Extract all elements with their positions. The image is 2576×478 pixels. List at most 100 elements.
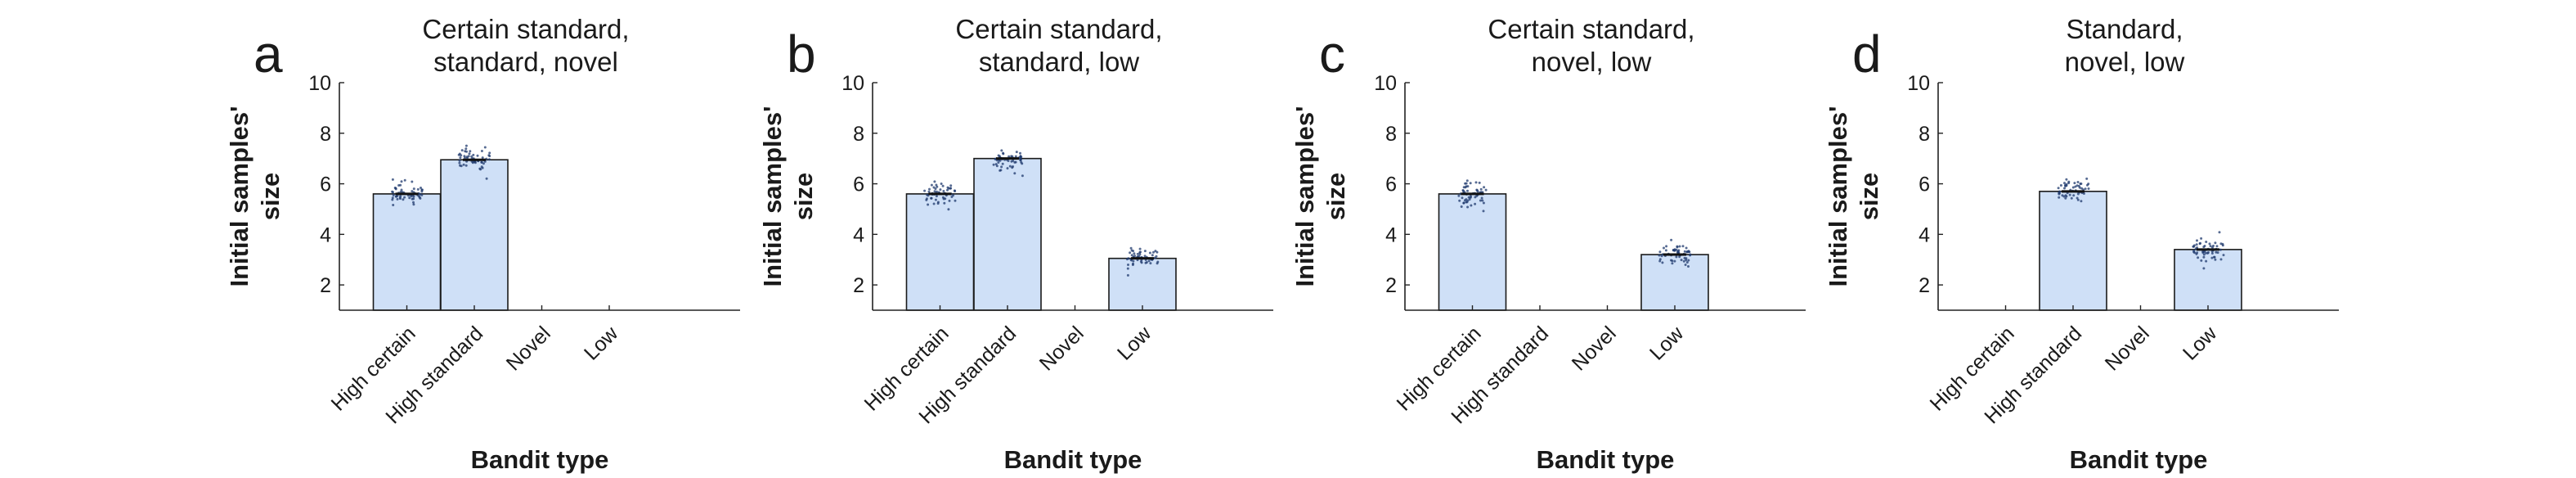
sample-point — [2068, 193, 2071, 196]
sample-point — [1687, 259, 1690, 262]
y-tick-label: 4 — [320, 223, 331, 246]
sample-point — [935, 195, 938, 198]
sample-point — [1143, 250, 1147, 253]
sample-point — [1671, 259, 1674, 263]
sample-point — [473, 161, 477, 165]
sample-point — [2061, 194, 2064, 197]
sample-point — [400, 188, 403, 192]
sample-point — [926, 193, 929, 196]
sample-point — [994, 163, 998, 166]
sample-point — [2202, 267, 2206, 270]
sample-point — [1483, 186, 1486, 189]
sample-point — [400, 180, 403, 183]
sample-point — [402, 198, 405, 201]
chart-title-line: novel, low — [2065, 47, 2185, 77]
sample-point — [946, 186, 949, 189]
chart-title-line: standard, low — [979, 47, 1139, 77]
sample-point — [1676, 246, 1679, 249]
sample-point — [472, 153, 475, 156]
sample-point — [2200, 259, 2203, 262]
sample-point — [2200, 237, 2203, 240]
sample-point — [411, 180, 414, 183]
sample-point — [2209, 245, 2212, 248]
sample-point — [2063, 182, 2066, 185]
sample-point — [1014, 155, 1017, 158]
bar-low — [2174, 249, 2242, 311]
sample-points — [2192, 231, 2225, 270]
sample-point — [2215, 245, 2219, 248]
sample-point — [944, 197, 947, 201]
sample-point — [1683, 250, 1686, 253]
sample-point — [954, 199, 957, 202]
sample-point — [412, 203, 415, 206]
sample-point — [408, 196, 411, 200]
sample-point — [2080, 200, 2083, 203]
sample-point — [464, 147, 468, 151]
sample-point — [403, 178, 406, 182]
sample-point — [1011, 155, 1014, 158]
y-tick-label: 6 — [1919, 174, 1930, 196]
bar-high-certain — [1438, 193, 1507, 311]
sample-point — [392, 194, 395, 196]
bar-high-standard — [440, 159, 509, 311]
chart-title-line: Certain standard, — [1488, 14, 1694, 44]
sample-point — [934, 187, 937, 191]
sample-point — [2070, 196, 2073, 200]
sample-point — [2195, 252, 2198, 255]
sample-point — [941, 196, 945, 199]
y-tick-label: 8 — [1919, 123, 1930, 146]
sample-point — [1145, 261, 1148, 264]
sample-point — [2214, 241, 2217, 245]
sample-point — [2221, 244, 2224, 247]
y-axis-label-line: size — [1322, 173, 1350, 221]
sample-point — [419, 196, 422, 200]
sample-point — [934, 198, 937, 201]
sample-point — [2192, 245, 2196, 248]
sample-point — [2215, 250, 2218, 254]
sample-point — [2058, 192, 2061, 195]
sample-point — [2214, 258, 2217, 261]
sample-point — [2219, 258, 2223, 261]
bar-low — [1640, 254, 1709, 311]
sample-point — [930, 196, 933, 200]
sample-point — [485, 177, 488, 180]
sample-point — [1130, 254, 1133, 257]
sample-point — [1482, 210, 1485, 213]
y-axis-label-line: size — [1855, 173, 1883, 221]
chart-title-line: novel, low — [1532, 47, 1652, 77]
sample-point — [1681, 245, 1685, 248]
sample-point — [954, 190, 957, 192]
sample-point — [2197, 256, 2200, 259]
sample-point — [947, 208, 950, 211]
sample-point — [1156, 260, 1160, 264]
sample-point — [1148, 251, 1151, 255]
sample-point — [1682, 259, 1685, 263]
sample-point — [481, 156, 484, 160]
sample-point — [2222, 254, 2225, 257]
sample-point — [416, 187, 420, 191]
sample-point — [2219, 248, 2222, 251]
sample-point — [952, 194, 954, 197]
bar-high-standard — [2039, 191, 2107, 311]
sample-point — [412, 197, 415, 201]
sample-point — [941, 184, 945, 187]
sample-point — [487, 158, 491, 161]
sample-point — [1480, 196, 1483, 200]
sample-point — [930, 183, 933, 187]
sample-point — [942, 190, 945, 192]
sample-point — [481, 166, 484, 169]
sample-point — [2076, 192, 2080, 196]
sample-point — [1466, 205, 1470, 209]
sample-point — [2076, 181, 2080, 183]
sample-point — [1133, 252, 1136, 255]
x-tick-label: Novel — [2101, 322, 2154, 375]
sample-point — [2057, 187, 2060, 190]
sample-point — [949, 184, 953, 187]
sample-point — [2065, 184, 2068, 187]
sample-point — [465, 156, 469, 159]
sample-point — [1476, 190, 1479, 193]
sample-point — [1658, 254, 1661, 257]
sample-point — [1015, 151, 1018, 154]
sample-point — [1132, 259, 1135, 263]
sample-point — [412, 201, 415, 204]
